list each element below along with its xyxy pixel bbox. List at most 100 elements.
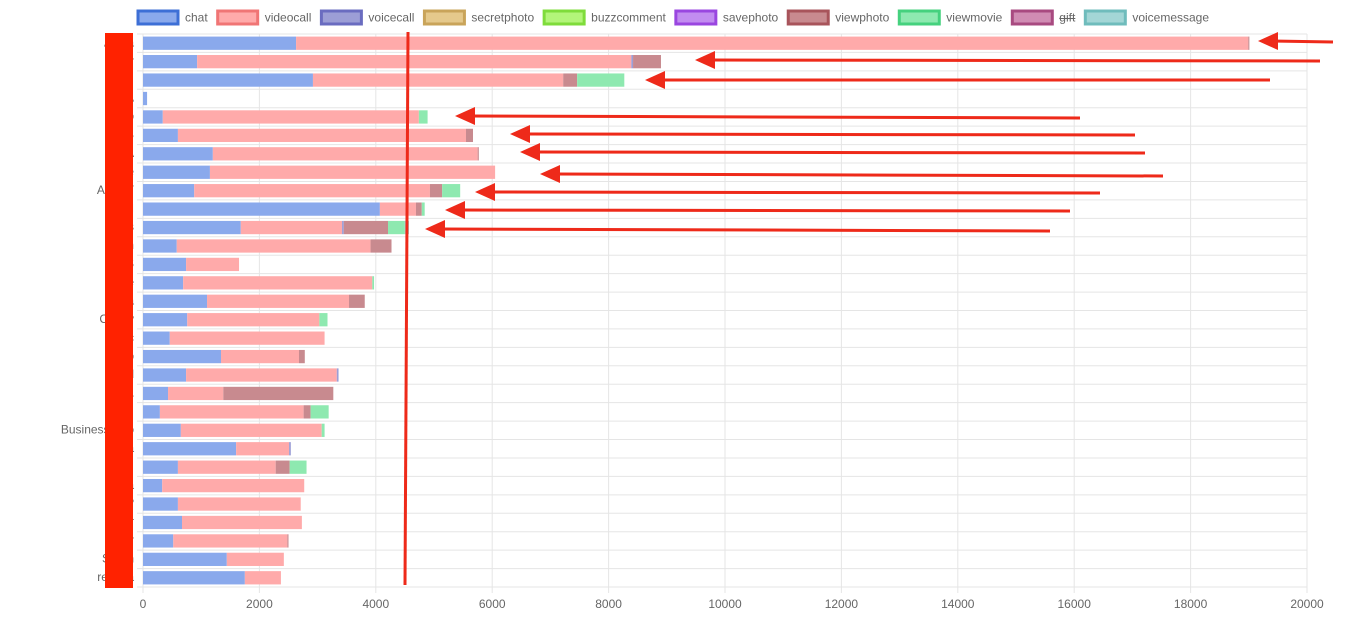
bar-segment — [388, 220, 405, 235]
bar-segment — [143, 184, 195, 198]
red-arrow-shaft — [533, 150, 1146, 155]
bar-segment — [577, 73, 625, 87]
legend-swatch — [786, 9, 830, 26]
red-arrow-shaft — [1271, 39, 1334, 44]
legend-swatch — [319, 9, 363, 26]
bar-segment — [303, 405, 311, 419]
legend-swatch — [674, 9, 718, 26]
bar-segment — [287, 534, 289, 548]
red-arrow-head — [445, 201, 465, 219]
legend-label: gift — [1059, 11, 1076, 25]
plot-area: 0 2000 4000 6000 8000 10000 12000 14000 16000 180… — [61, 33, 1324, 611]
legend-swatch — [422, 9, 466, 26]
bar-segment — [194, 184, 430, 198]
bar-segment — [298, 349, 305, 364]
legend-label: viewphoto — [835, 11, 889, 25]
legend-label: savephoto — [723, 11, 779, 25]
legend-label: voicemessage — [1132, 11, 1209, 25]
red-arrow-head — [510, 125, 530, 143]
bar-segment — [187, 313, 320, 327]
red-arrow-shaft — [488, 190, 1101, 195]
bar-segment — [143, 294, 208, 308]
legend-swatch — [1083, 9, 1127, 26]
red-arrow-head — [475, 183, 495, 201]
bar-segment — [143, 442, 237, 456]
legend-swatch — [136, 9, 180, 26]
bar-segment — [143, 552, 227, 566]
bar-segment — [336, 368, 339, 382]
bar-segment — [162, 478, 305, 493]
bar-segment — [289, 442, 291, 456]
bar-segment — [168, 386, 224, 401]
bar-segment — [296, 36, 1249, 50]
bar-segment — [143, 202, 380, 216]
annotations — [105, 31, 1334, 588]
red-arrow-shaft — [523, 132, 1136, 137]
red-arrow-head — [520, 143, 540, 161]
red-arrow-shaft — [553, 172, 1164, 178]
bar-segment — [563, 73, 578, 87]
bar-segment — [289, 460, 307, 474]
bar-segment — [633, 55, 661, 69]
bar-segment — [197, 55, 632, 69]
bar-segment — [442, 184, 461, 198]
bar-segment — [177, 460, 276, 474]
bar-segment — [143, 497, 178, 511]
bar-segment — [143, 110, 163, 124]
bar-segment — [143, 349, 221, 364]
x-tick-label: 16000 — [1058, 597, 1092, 611]
bar-segment — [143, 147, 213, 161]
bar-segment — [370, 239, 392, 253]
bar-segment — [143, 73, 313, 87]
bar-segment — [207, 294, 350, 308]
bar-segment — [143, 257, 187, 272]
legend-label: viewmovie — [946, 11, 1002, 25]
red-arrow-shaft — [708, 58, 1321, 63]
bar-segment — [240, 220, 343, 235]
bar-segment — [379, 202, 416, 216]
legend-label: buzzcomment — [591, 11, 666, 25]
bar-segment — [143, 534, 174, 548]
legend-swatch — [1010, 9, 1054, 26]
bar-segment — [244, 571, 281, 585]
legend-swatch — [216, 9, 260, 26]
bar-segment — [159, 405, 304, 419]
legend-label: voicecall — [368, 11, 414, 25]
bar-segment — [143, 36, 297, 50]
x-tick-label: 12000 — [825, 597, 859, 611]
legend-label: secretphoto — [471, 11, 534, 25]
bar-segment — [143, 91, 148, 106]
bar-segment — [310, 405, 329, 419]
bar-segment — [631, 55, 634, 69]
bar-segment — [177, 497, 301, 511]
legend-label: chat — [185, 11, 208, 25]
legend-label: videocall — [265, 11, 312, 25]
red-arrow-head — [455, 107, 475, 125]
bar-segment — [183, 276, 373, 290]
bar-segment — [143, 128, 178, 143]
bar-segment — [421, 202, 425, 216]
bar-segment — [176, 239, 371, 253]
bar-segment — [466, 128, 473, 143]
bar-segment — [209, 165, 496, 179]
bar-segment — [236, 442, 290, 456]
x-tick-label: 18000 — [1174, 597, 1208, 611]
red-arrow-shaft — [458, 208, 1071, 213]
bar-segment — [143, 386, 169, 401]
bar-segment — [1248, 36, 1250, 50]
bar-segment — [143, 165, 210, 179]
bar-segment — [143, 55, 198, 69]
legend-swatch — [897, 9, 941, 26]
bar-segment — [186, 368, 337, 382]
bar-segment — [143, 515, 182, 530]
bar-segment — [429, 184, 443, 198]
bar-segment — [143, 460, 178, 474]
bar-segment — [173, 534, 288, 548]
bar-segment — [180, 423, 322, 437]
x-tick-label: 2000 — [246, 597, 273, 611]
bar-segment — [143, 405, 160, 419]
red-arrow-shaft — [468, 114, 1081, 120]
bar-segment — [319, 313, 328, 327]
bar-segment — [177, 128, 467, 143]
bar-segment — [162, 110, 419, 124]
